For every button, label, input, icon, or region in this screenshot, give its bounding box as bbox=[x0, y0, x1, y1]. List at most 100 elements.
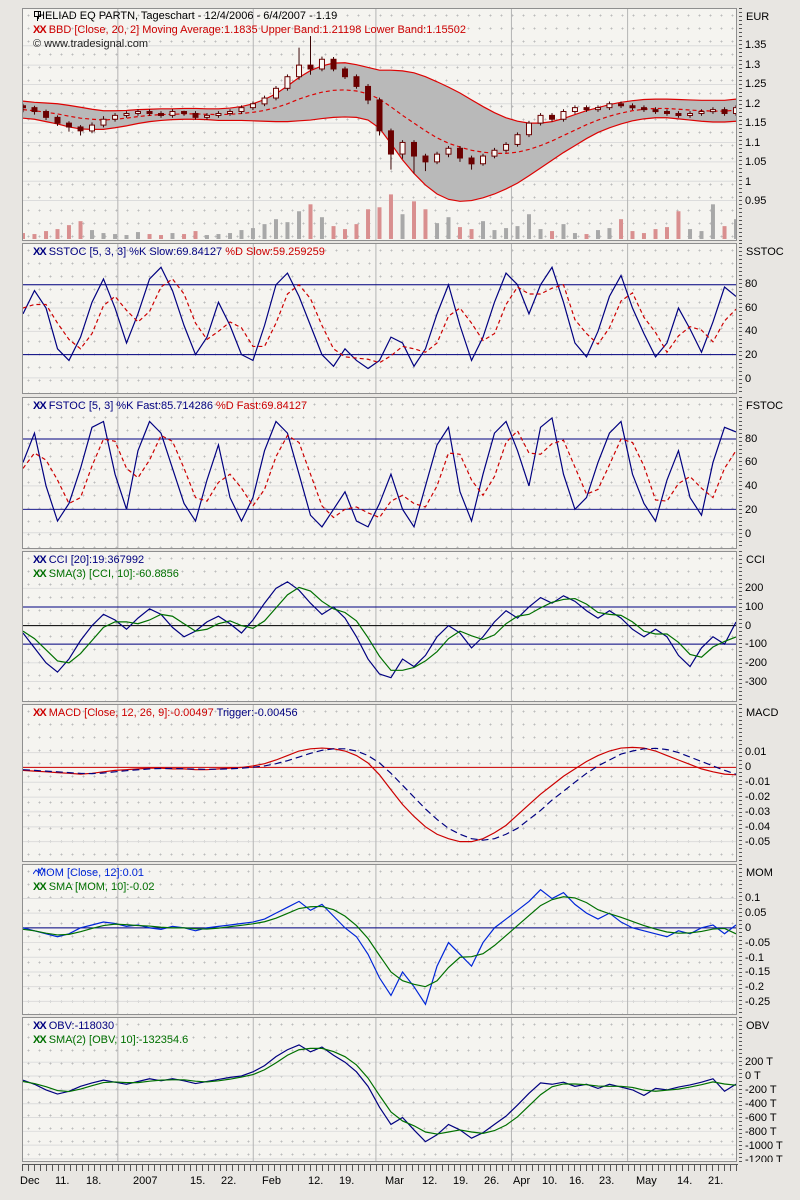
y-tick-label: -0.15 bbox=[745, 966, 771, 979]
axis-label-eur: EUR bbox=[746, 11, 770, 23]
y-tick-label: -200 T bbox=[745, 1083, 777, 1096]
y-tick-label: 80 bbox=[745, 278, 758, 291]
x-tick-label: 19. bbox=[453, 1175, 469, 1187]
y-tick-label: 1.25 bbox=[745, 78, 767, 91]
x-tick-label: 14. bbox=[677, 1175, 693, 1187]
axis-label-obv: OBV bbox=[746, 1020, 770, 1032]
y-tick-label: 0.01 bbox=[745, 746, 767, 759]
x-tick-label: 12. bbox=[308, 1175, 324, 1187]
x-tick-label: 23. bbox=[599, 1175, 615, 1187]
x-tick-label: Mar bbox=[385, 1175, 404, 1187]
chart-title: HELIAD EQ PARTN, Tageschart - 12/4/2006 … bbox=[37, 10, 338, 22]
cci-sma-legend: SMA(3) [CCI, 10]:-60.8856 bbox=[48, 568, 179, 580]
price-plot[interactable] bbox=[23, 9, 736, 240]
y-tick-label: 20 bbox=[745, 349, 758, 362]
bbd-legend: BBD [Close, 20, 2] Moving Average:1.1835… bbox=[48, 24, 466, 36]
axis-label-fstoc: FSTOC bbox=[746, 400, 784, 412]
y-tick-label: -800 T bbox=[745, 1125, 777, 1138]
indicator-icon: XX bbox=[33, 400, 47, 412]
y-tick-label: 0 T bbox=[745, 1069, 761, 1082]
x-tick-label: 16. bbox=[569, 1175, 585, 1187]
obv-plot[interactable] bbox=[23, 1018, 736, 1161]
indicator-icon: XX bbox=[33, 1020, 47, 1032]
x-tick-label: 2007 bbox=[133, 1175, 158, 1187]
y-tick-label: 0.1 bbox=[745, 891, 761, 904]
y-tick-label: 1.15 bbox=[745, 117, 767, 130]
y-tick-label: 0 bbox=[745, 761, 752, 774]
sstoc-plot[interactable] bbox=[23, 244, 736, 393]
indicator-icon: XX bbox=[33, 707, 47, 719]
y-tick-label: -0.02 bbox=[745, 791, 771, 804]
y-tick-label: -0.25 bbox=[745, 996, 771, 1009]
x-tick-label: 12. bbox=[422, 1175, 438, 1187]
y-tick-label: -100 bbox=[745, 638, 768, 651]
time-axis[interactable]: Dec 11. 18. 2007 15. 22. Feb 12. 19. Mar 12. 19. 26.… bbox=[0, 1162, 800, 1200]
y-tick-label: 60 bbox=[745, 456, 758, 469]
y-tick-label: 20 bbox=[745, 503, 758, 516]
y-tick-label: 1.1 bbox=[745, 136, 761, 149]
y-tick-label: 100 bbox=[745, 600, 764, 613]
y-tick-label: 40 bbox=[745, 480, 758, 493]
obv-legend: OBV:-118030 bbox=[48, 1020, 115, 1032]
macd-legend: MACD [Close, 12, 26, 9]:-0.00497 bbox=[48, 707, 214, 719]
y-tick-label: -400 T bbox=[745, 1097, 777, 1110]
sstoc-k-legend: SSTOC [5, 3, 3] %K Slow:69.84127 bbox=[48, 246, 223, 258]
y-tick-label: 1 bbox=[745, 175, 752, 188]
panel-sstoc[interactable]: XX SSTOC [5, 3, 3] %K Slow:69.84127 %D Sl… bbox=[22, 243, 737, 394]
axis-eur[interactable]: EUR 1.35 1.3 1.25 1.2 1.15 1.1 1.05 1 0.95 bbox=[738, 8, 800, 241]
y-tick-label: 0.95 bbox=[745, 195, 767, 208]
y-tick-label: 200 bbox=[745, 581, 764, 594]
y-tick-label: 1.3 bbox=[745, 58, 761, 71]
x-tick-label: Apr bbox=[513, 1175, 531, 1187]
fstoc-plot[interactable] bbox=[23, 398, 736, 548]
x-tick-label: 19. bbox=[339, 1175, 355, 1187]
panel-cci[interactable]: XX CCI [20]:19.367992 XX SMA(3) [CCI, 10]:… bbox=[22, 551, 737, 702]
y-tick-label: 1.2 bbox=[745, 97, 761, 110]
panel-obv[interactable]: XX OBV:-118030 XX SMA(2) [OBV, 10]:-132354… bbox=[22, 1017, 737, 1162]
panel-macd[interactable]: XX MACD [Close, 12, 26, 9]:-0.00497 Trigg… bbox=[22, 704, 737, 862]
y-tick-label: 80 bbox=[745, 432, 758, 445]
y-tick-label: -0.05 bbox=[745, 936, 771, 949]
y-tick-label: -0.1 bbox=[745, 951, 764, 964]
y-tick-label: -200 bbox=[745, 657, 768, 670]
cci-plot[interactable] bbox=[23, 552, 736, 701]
sstoc-d-legend: %D Slow:59.259259 bbox=[225, 246, 325, 258]
x-tick-label: Feb bbox=[262, 1175, 281, 1187]
x-tick-label: 15. bbox=[190, 1175, 206, 1187]
mom-legend: MOM [Close, 12]:0.01 bbox=[37, 867, 144, 879]
x-tick-label: 26. bbox=[484, 1175, 500, 1187]
time-axis-ruler bbox=[22, 1164, 738, 1171]
axis-label-macd: MACD bbox=[746, 707, 779, 719]
x-tick-label: 10. bbox=[542, 1175, 558, 1187]
y-tick-label: 0 bbox=[745, 372, 752, 385]
macd-trigger-legend: Trigger:-0.00456 bbox=[216, 707, 298, 719]
y-tick-label: -300 bbox=[745, 676, 768, 689]
fstoc-d-legend: %D Fast:69.84127 bbox=[216, 400, 308, 412]
indicator-icon: XX bbox=[33, 1034, 47, 1046]
indicator-icon: XX bbox=[33, 554, 47, 566]
axis-cci[interactable]: CCI 200 100 0 -100 -200 -300 bbox=[738, 551, 800, 702]
y-tick-label: 0 bbox=[745, 619, 752, 632]
panel-fstoc[interactable]: XX FSTOC [5, 3] %K Fast:85.714286 %D Fast… bbox=[22, 397, 737, 549]
axis-macd[interactable]: MACD 0.01 0 -0.01 -0.02 -0.03 -0.04 -0.05 bbox=[738, 704, 800, 862]
copyright: © www.tradesignal.com bbox=[33, 38, 149, 50]
macd-plot[interactable] bbox=[23, 705, 736, 861]
panel-price[interactable]: HELIAD EQ PARTN, Tageschart - 12/4/2006 … bbox=[22, 8, 737, 241]
y-tick-label: -0.2 bbox=[745, 981, 764, 994]
panel-mom[interactable]: MOM [Close, 12]:0.01 XX SMA [MOM, 10]:-0.… bbox=[22, 864, 737, 1015]
axis-label-mom: MOM bbox=[746, 867, 773, 879]
mom-plot[interactable] bbox=[23, 865, 736, 1014]
axis-mom[interactable]: MOM 0.1 0.05 0 -0.05 -0.1 -0.15 -0.2 -0.25 bbox=[738, 864, 800, 1015]
axis-fstoc[interactable]: FSTOC 80 60 40 20 0 bbox=[738, 397, 800, 549]
y-tick-label: 40 bbox=[745, 325, 758, 338]
indicator-icon: XX bbox=[33, 246, 47, 258]
cci-legend: CCI [20]:19.367992 bbox=[48, 554, 145, 566]
axis-label-sstoc: SSTOC bbox=[746, 246, 784, 258]
axis-label-cci: CCI bbox=[746, 554, 765, 566]
axis-sstoc[interactable]: SSTOC 80 60 40 20 0 bbox=[738, 243, 800, 394]
x-tick-label: 22. bbox=[221, 1175, 237, 1187]
y-tick-label: -1000 T bbox=[745, 1139, 783, 1152]
obv-sma-legend: SMA(2) [OBV, 10]:-132354.6 bbox=[48, 1034, 189, 1046]
indicator-icon: XX bbox=[33, 24, 47, 36]
